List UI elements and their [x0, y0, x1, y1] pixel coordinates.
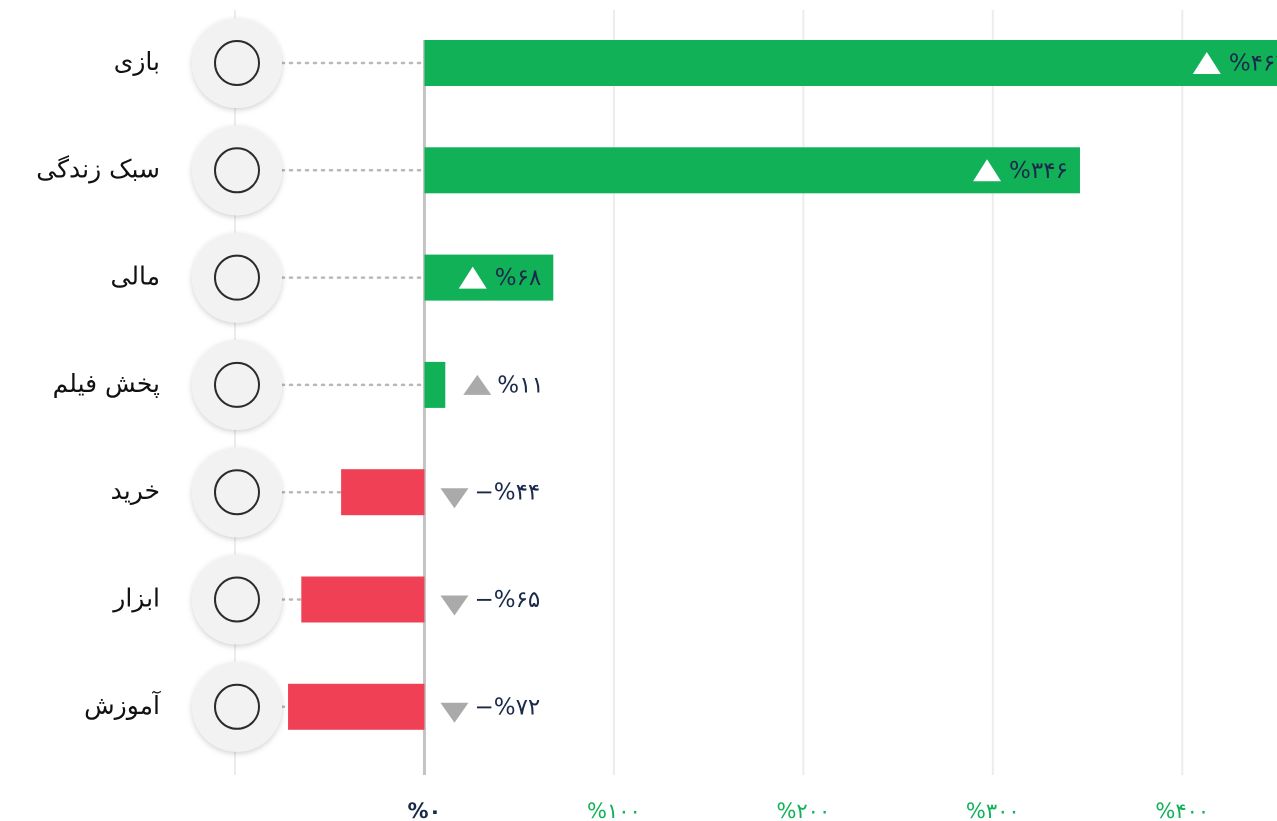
down-arrow [440, 488, 469, 509]
x-tick-label: %۰ [408, 799, 442, 821]
icon-circle [192, 339, 282, 430]
icon [214, 361, 260, 408]
icon-circle [192, 232, 282, 323]
category-label: خرید [111, 476, 160, 505]
value-label: −%۴۴ [474, 480, 540, 506]
icon [214, 576, 260, 623]
bar [424, 40, 1277, 86]
icon [214, 40, 260, 86]
down-arrow [440, 702, 469, 723]
icon-circle [192, 447, 282, 538]
category-label: مالی [111, 262, 160, 291]
bar [424, 361, 446, 408]
x-tick-label: %۴۰۰ [1155, 799, 1209, 821]
icon [214, 683, 260, 730]
icon-circle [192, 18, 282, 108]
x-tick-label: %۲۰۰ [776, 799, 830, 821]
bar [424, 147, 1080, 194]
bar [288, 683, 425, 730]
category-label: پخش فیلم [53, 369, 160, 399]
grid [234, 10, 1184, 775]
x-tick-label: %۱۰۰ [587, 799, 641, 821]
icon [214, 254, 260, 301]
value-label: %۱۱ [497, 372, 544, 398]
icon-circle [192, 661, 282, 752]
category-label: بازی [114, 47, 160, 76]
x-tick-label: %۳۰۰ [966, 799, 1020, 821]
icon-circle [192, 125, 282, 216]
up-arrow [458, 266, 487, 289]
value-label: −%۷۲ [474, 694, 540, 720]
category-label: سبک زندگی [36, 154, 160, 183]
category-label: ابزار [111, 584, 160, 613]
icon [214, 147, 260, 194]
bar [341, 469, 425, 516]
icon [214, 469, 260, 516]
value-label: %۶۸ [495, 265, 542, 291]
up-arrow [463, 374, 492, 395]
down-arrow [440, 595, 469, 616]
bar [424, 254, 554, 301]
value-label: %۳۴۶ [1009, 158, 1068, 184]
up-arrow [973, 159, 1002, 182]
value-label: %۴۶۲ [1229, 51, 1277, 77]
bar [301, 576, 425, 623]
category-label: آموزش [84, 690, 161, 720]
value-label: −%۶۵ [474, 587, 540, 613]
icon-circle [192, 554, 282, 645]
up-arrow [1192, 52, 1221, 74]
